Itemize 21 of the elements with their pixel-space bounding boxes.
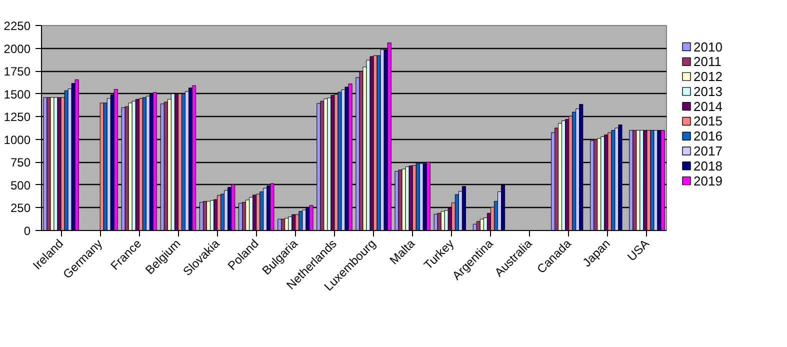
y-tick-label: 1000 (4, 132, 31, 147)
legend-label: 2016 (694, 128, 722, 144)
legend-label: 2012 (694, 69, 722, 84)
y-tick-label: 500 (10, 178, 31, 192)
legend-label: 2019 (694, 173, 722, 188)
legend-label: 2015 (694, 114, 722, 129)
legend-label: 2013 (694, 84, 722, 99)
y-tick-label: 0 (24, 224, 31, 238)
y-tick-label: 750 (10, 156, 31, 170)
y-tick-label: 1250 (4, 110, 31, 124)
y-tick-label: 1750 (4, 64, 31, 79)
legend-label: 2011 (694, 54, 722, 70)
x-tick-label: USA (624, 236, 652, 264)
legend-label: 2014 (694, 98, 722, 114)
legend-label: 2010 (694, 39, 722, 54)
legend-label: 2018 (694, 158, 722, 174)
legend-label: 2017 (694, 144, 722, 159)
y-tick-label: 1500 (4, 87, 31, 102)
y-tick-label: 2000 (4, 42, 31, 56)
y-tick-label: 2250 (4, 19, 31, 33)
y-tick-label: 250 (10, 201, 31, 216)
